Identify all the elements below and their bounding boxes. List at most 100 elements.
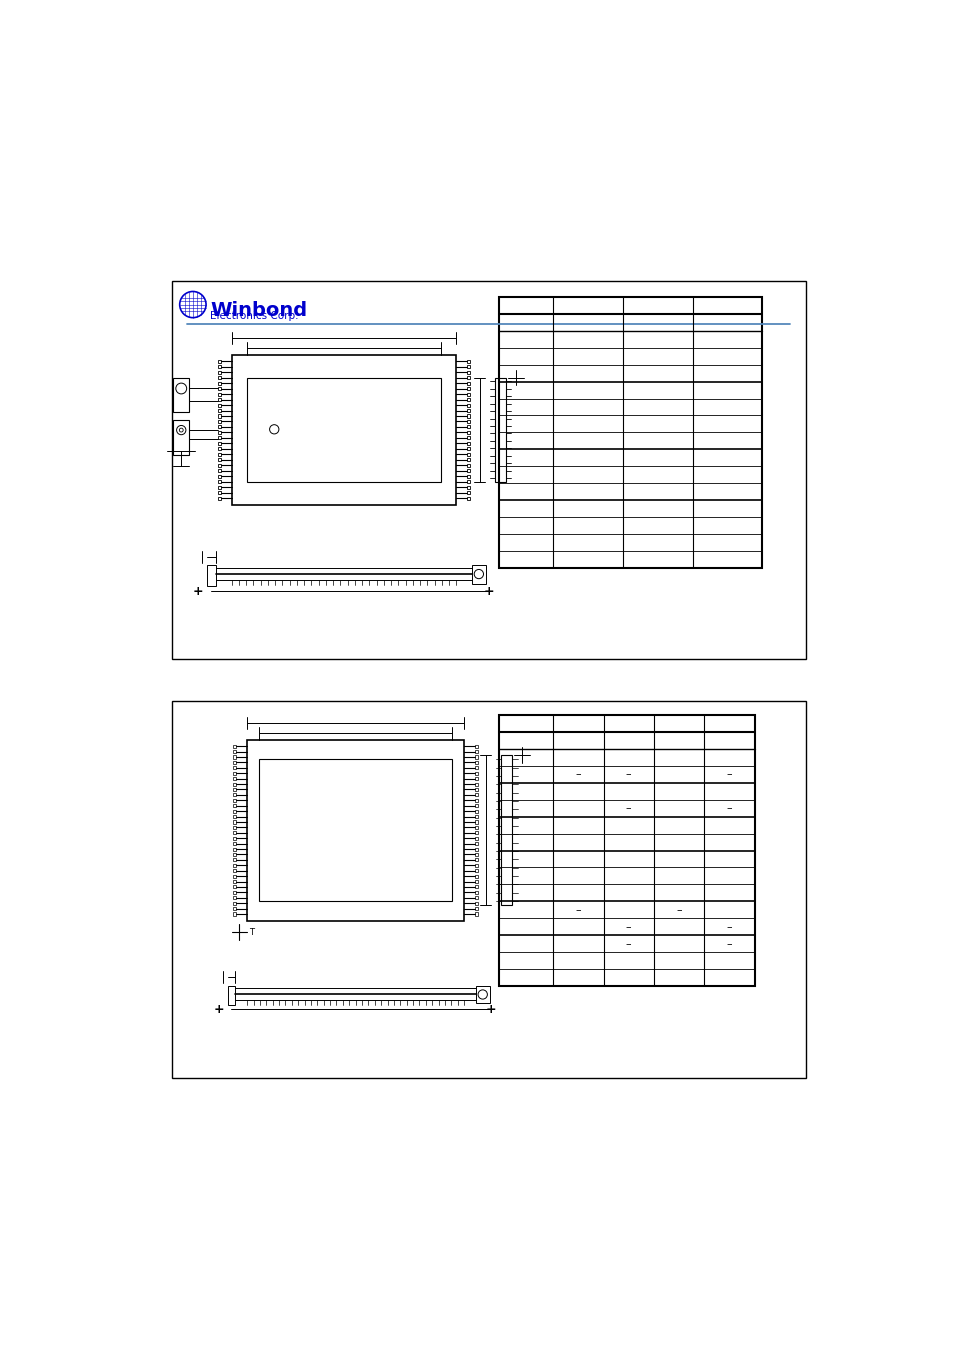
- Bar: [207, 565, 216, 586]
- Bar: [233, 852, 236, 857]
- Bar: [467, 453, 470, 455]
- Bar: [217, 436, 220, 439]
- Bar: [217, 381, 220, 385]
- Text: –: –: [575, 905, 580, 915]
- Bar: [233, 761, 236, 763]
- Bar: [233, 869, 236, 873]
- Bar: [217, 388, 220, 390]
- Bar: [475, 771, 477, 774]
- Bar: [467, 442, 470, 444]
- Bar: [498, 297, 761, 567]
- Bar: [217, 458, 220, 462]
- Bar: [217, 447, 220, 450]
- Bar: [475, 852, 477, 857]
- Bar: [467, 365, 470, 369]
- Bar: [467, 463, 470, 467]
- Text: –: –: [625, 921, 631, 932]
- Bar: [217, 409, 220, 412]
- Text: +: +: [192, 585, 203, 597]
- Bar: [258, 759, 452, 901]
- Text: –: –: [575, 769, 580, 780]
- Bar: [467, 436, 470, 439]
- Bar: [172, 281, 805, 659]
- Bar: [467, 492, 470, 494]
- Bar: [233, 777, 236, 780]
- Bar: [475, 912, 477, 916]
- Bar: [467, 359, 470, 363]
- Bar: [173, 378, 189, 412]
- Bar: [233, 793, 236, 797]
- Bar: [475, 825, 477, 830]
- Bar: [475, 874, 477, 878]
- Bar: [498, 715, 754, 986]
- Bar: [467, 415, 470, 417]
- Bar: [467, 393, 470, 396]
- Bar: [233, 847, 236, 851]
- Bar: [217, 359, 220, 363]
- Bar: [475, 766, 477, 769]
- Bar: [475, 863, 477, 867]
- Bar: [475, 809, 477, 813]
- Bar: [475, 847, 477, 851]
- Bar: [472, 565, 485, 584]
- Bar: [228, 986, 235, 1005]
- Bar: [233, 831, 236, 835]
- Bar: [233, 782, 236, 786]
- Text: +: +: [485, 1002, 497, 1016]
- Bar: [495, 378, 505, 482]
- Bar: [467, 431, 470, 434]
- Text: –: –: [725, 769, 731, 780]
- Text: T: T: [249, 928, 253, 936]
- Bar: [217, 485, 220, 489]
- Bar: [233, 809, 236, 813]
- Bar: [233, 771, 236, 774]
- Bar: [475, 901, 477, 905]
- Bar: [475, 885, 477, 889]
- Bar: [467, 469, 470, 473]
- Bar: [467, 399, 470, 401]
- Bar: [233, 755, 236, 758]
- Bar: [233, 836, 236, 840]
- Bar: [233, 863, 236, 867]
- Bar: [475, 820, 477, 824]
- Bar: [467, 474, 470, 478]
- Bar: [475, 804, 477, 808]
- Bar: [500, 755, 512, 905]
- Bar: [475, 880, 477, 884]
- Text: Winbond: Winbond: [210, 301, 307, 320]
- Text: –: –: [625, 769, 631, 780]
- Text: –: –: [625, 802, 631, 813]
- Bar: [467, 420, 470, 423]
- Bar: [217, 469, 220, 473]
- Bar: [232, 354, 456, 505]
- Bar: [217, 431, 220, 434]
- Bar: [475, 761, 477, 763]
- Bar: [467, 497, 470, 500]
- Bar: [233, 912, 236, 916]
- Bar: [467, 485, 470, 489]
- Bar: [217, 497, 220, 500]
- Bar: [217, 442, 220, 444]
- Bar: [233, 788, 236, 792]
- Bar: [247, 739, 464, 920]
- Bar: [475, 750, 477, 753]
- Bar: [172, 701, 805, 1078]
- Bar: [475, 782, 477, 786]
- Text: Electronics Corp.: Electronics Corp.: [210, 311, 298, 320]
- Bar: [217, 463, 220, 467]
- Bar: [217, 480, 220, 484]
- Bar: [217, 474, 220, 478]
- Bar: [217, 399, 220, 401]
- Bar: [217, 376, 220, 380]
- Bar: [475, 836, 477, 840]
- Bar: [217, 393, 220, 396]
- Bar: [217, 453, 220, 455]
- Bar: [475, 869, 477, 873]
- Bar: [467, 409, 470, 412]
- Text: –: –: [725, 939, 731, 948]
- Bar: [467, 480, 470, 484]
- Bar: [476, 986, 489, 1002]
- Bar: [475, 744, 477, 747]
- Bar: [217, 420, 220, 423]
- Bar: [233, 885, 236, 889]
